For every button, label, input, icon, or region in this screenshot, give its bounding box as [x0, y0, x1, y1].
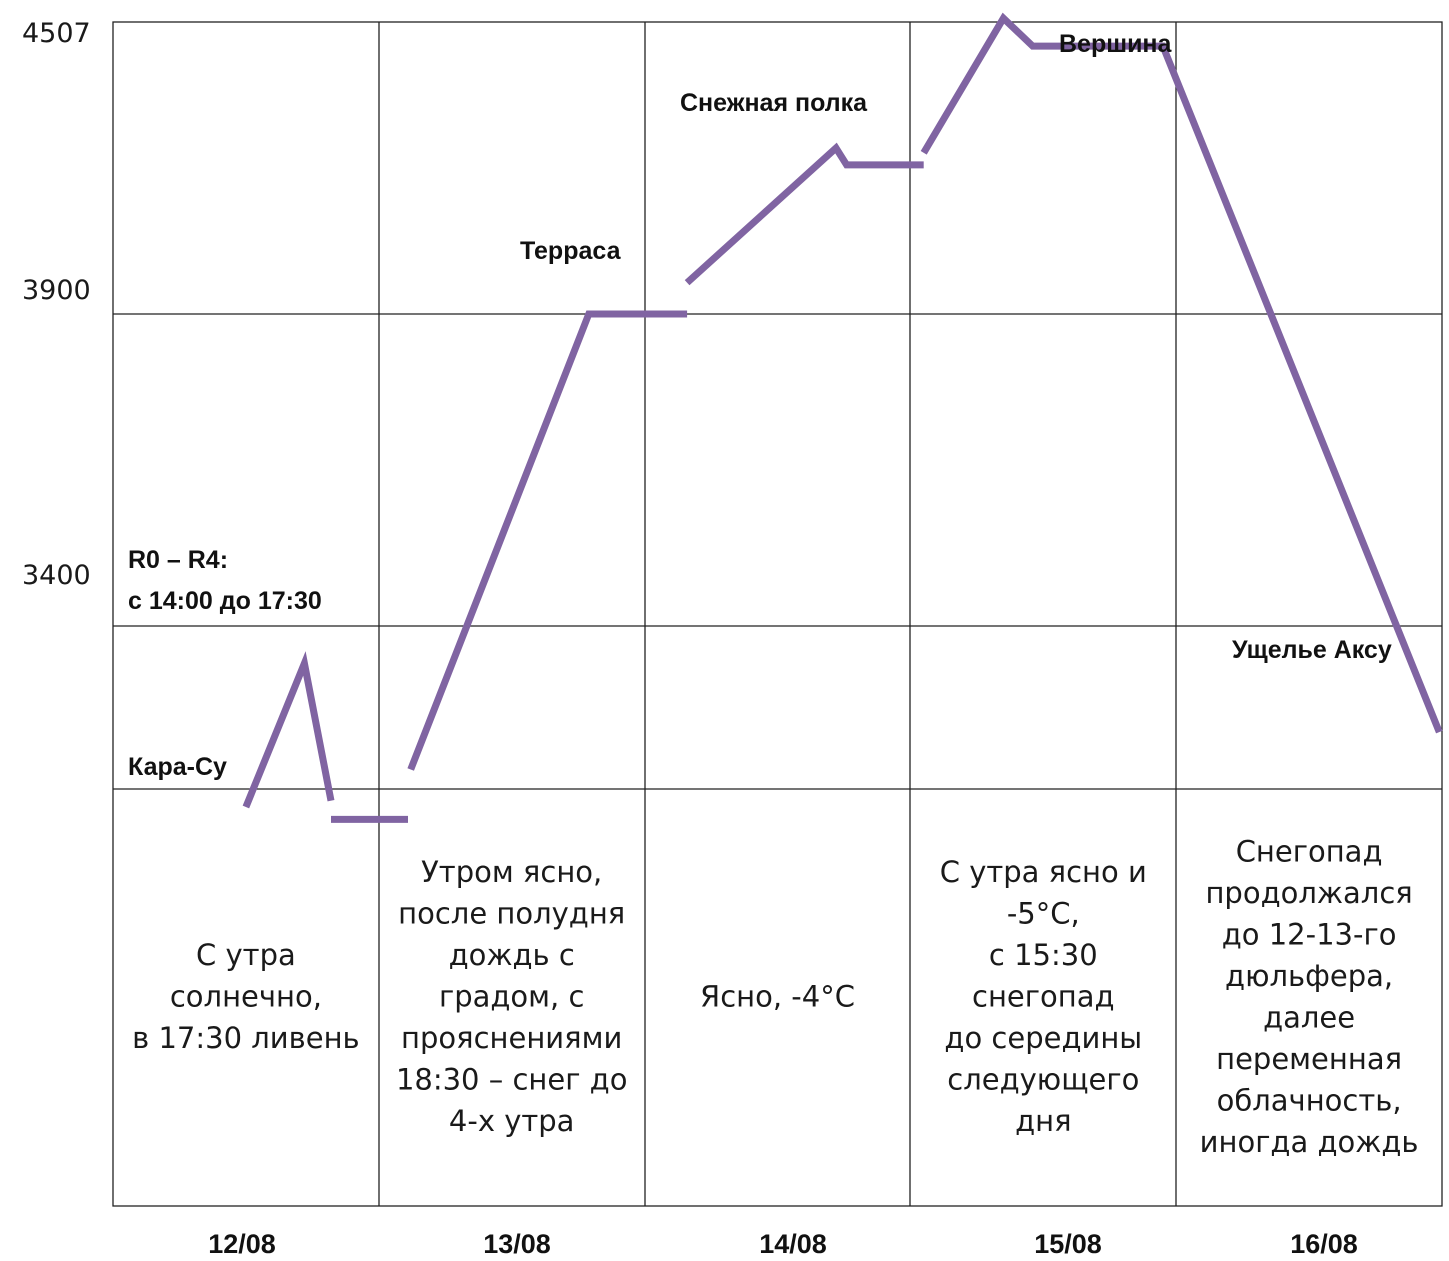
x-tick-label: 14/08: [759, 1229, 827, 1259]
weather-note-14-08: Ясно, -4°С: [700, 980, 855, 1014]
annotation-terrace: Терраса: [520, 237, 622, 265]
y-tick-label: 3400: [22, 560, 91, 591]
weather-note-13-08: Утром ясно, после полудня дождь с градом, с…: [396, 855, 628, 1138]
annotation-route-label: R0 – R4:: [128, 546, 228, 574]
weather-line: С утра ясно и: [940, 855, 1147, 889]
weather-line: 18:30 – снег до: [396, 1063, 628, 1097]
weather-note-15-08: С утра ясно и -5°С, с 15:30 снегопад до сере…: [940, 855, 1147, 1138]
weather-line: переменная: [1216, 1042, 1402, 1076]
y-tick-label: 3900: [22, 275, 91, 306]
weather-line: 4-х утра: [449, 1104, 575, 1138]
weather-line: до 12-13-го: [1222, 917, 1397, 951]
weather-line: далее: [1263, 1000, 1355, 1034]
weather-line: до середины: [944, 1021, 1142, 1055]
weather-line: облачность,: [1217, 1083, 1402, 1117]
weather-line: с 15:30: [989, 938, 1098, 972]
weather-line: прояснениями: [401, 1021, 622, 1055]
x-tick-label: 16/08: [1290, 1229, 1358, 1259]
weather-line: Снегопад: [1236, 834, 1383, 868]
annotation-summit: Вершина: [1059, 30, 1173, 58]
weather-line: Утром ясно,: [421, 855, 602, 889]
weather-line: в 17:30 ливень: [132, 1021, 359, 1055]
weather-line: градом, с: [439, 980, 584, 1014]
annotation-snow-shelf: Снежная полка: [680, 89, 868, 117]
weather-line: -5°С,: [1007, 897, 1080, 931]
annotation-route-time: с 14:00 до 17:30: [128, 587, 322, 615]
route-segment-5: [920, 12, 1443, 734]
weather-line: дюльфера,: [1225, 959, 1393, 993]
route-segment-1: [242, 651, 335, 809]
weather-line: С утра: [196, 938, 296, 972]
x-tick-label: 13/08: [483, 1229, 551, 1259]
weather-line: после полудня: [398, 897, 625, 931]
weather-line: продолжался: [1205, 876, 1412, 910]
weather-line: снегопад: [972, 980, 1115, 1014]
weather-line: солнечно,: [170, 980, 322, 1014]
weather-line: Ясно, -4°С: [700, 980, 855, 1014]
weather-line: дня: [1015, 1104, 1071, 1138]
plot-frame: [112, 21, 1443, 1207]
weather-note-16-08: Снегопад продолжался до 12-13-го дюльфера, д…: [1200, 834, 1419, 1159]
x-tick-label: 12/08: [208, 1229, 276, 1259]
route-segment-3: [407, 310, 688, 771]
y-tick-label: 4507: [22, 18, 91, 49]
weather-line: дождь с: [449, 938, 575, 972]
weather-line: иногда дождь: [1200, 1125, 1419, 1159]
x-tick-label: 15/08: [1034, 1229, 1102, 1259]
route-segment-4: [684, 142, 924, 286]
grid: [112, 21, 1443, 1207]
annotation-kara-su: Кара-Су: [128, 753, 227, 781]
weather-table: С утра солнечно, в 17:30 ливень Утром ясно,…: [132, 834, 1418, 1159]
annotation-aksu-gorge: Ущелье Аксу: [1232, 636, 1392, 664]
weather-note-12-08: С утра солнечно, в 17:30 ливень: [132, 938, 359, 1055]
route-line: [242, 12, 1443, 823]
weather-line: следующего: [947, 1063, 1139, 1097]
